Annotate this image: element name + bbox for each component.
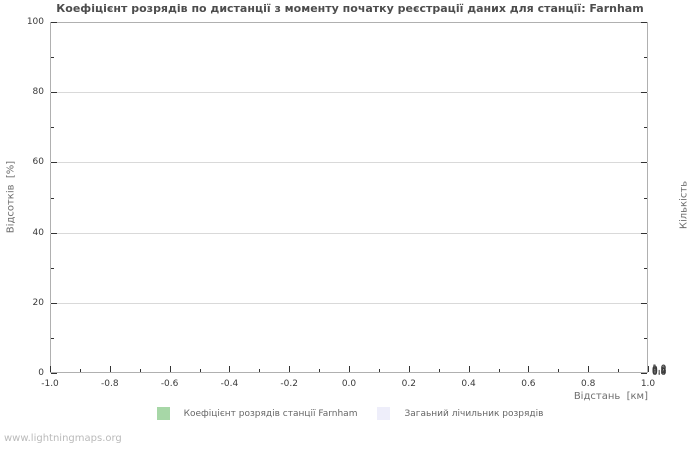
- y-tick-left: [51, 302, 57, 304]
- y-tick-left: [51, 127, 54, 129]
- y-axis-label-right: Кількість: [678, 180, 690, 230]
- y-tick-label-right: 0.6: [652, 365, 667, 376]
- x-tick-label: -0.4: [220, 379, 239, 389]
- y-axis-label-left: Відсотків [%]: [5, 160, 17, 234]
- x-tick: [229, 366, 231, 372]
- y-tick-right: [644, 337, 647, 339]
- x-tick: [289, 366, 291, 372]
- y-tick-left: [51, 22, 57, 23]
- y-tick-right: [644, 127, 647, 129]
- y-tick-right: [641, 162, 647, 164]
- y-tick-left: [51, 267, 54, 269]
- gridline: [50, 232, 648, 234]
- legend-swatch-green: [156, 407, 170, 420]
- x-tick: [618, 369, 620, 372]
- y-tick-label-left: 80: [32, 87, 44, 98]
- y-tick-label-right: 0.0: [652, 368, 667, 378]
- y-tick-right: [641, 373, 647, 374]
- y-tick-label-right: 0.4: [652, 366, 667, 377]
- x-tick-label: 0.4: [461, 379, 476, 389]
- x-tick-label: 0.6: [521, 379, 536, 389]
- y-tick-right: [641, 302, 647, 304]
- x-tick-label: 1.0: [640, 379, 656, 389]
- x-tick: [558, 369, 560, 372]
- y-tick-left: [51, 162, 57, 164]
- x-tick: [79, 369, 81, 372]
- y-tick-right: [644, 197, 647, 199]
- x-tick: [109, 366, 111, 372]
- x-tick: [349, 366, 350, 372]
- x-tick-label: -1.0: [41, 379, 59, 389]
- y-tick-left: [51, 57, 54, 59]
- x-tick: [378, 369, 380, 372]
- x-tick: [408, 366, 410, 372]
- legend-item-total-counter: Загаьний лічильник розрядів: [377, 407, 543, 420]
- x-tick: [259, 369, 261, 372]
- y-tick-left: [51, 197, 54, 199]
- y-tick-label-right: 0.8: [652, 365, 667, 376]
- gridline: [50, 92, 648, 94]
- y-tick-label-right: 0.2: [652, 367, 667, 378]
- y-tick-right: [644, 57, 647, 59]
- legend-label-total-counter: Загаьний лічильник розрядів: [404, 408, 544, 419]
- y-tick-label-left: 0: [38, 368, 44, 378]
- y-tick-left: [51, 232, 57, 234]
- y-tick-left: [51, 337, 54, 339]
- y-tick-label-right: 1.0: [652, 364, 667, 375]
- gridline: [50, 302, 648, 304]
- x-tick: [468, 366, 470, 372]
- plot-area: [50, 22, 648, 373]
- y-tick-label-left: 60: [32, 157, 44, 168]
- y-tick-left: [51, 92, 57, 94]
- x-tick-label: -0.8: [101, 379, 119, 389]
- x-tick: [588, 366, 590, 372]
- x-tick: [199, 369, 201, 372]
- x-tick: [169, 366, 171, 372]
- x-tick: [50, 366, 51, 372]
- x-tick: [498, 369, 500, 372]
- x-tick-label: 0.0: [341, 379, 357, 389]
- y-tick-right: [641, 92, 647, 94]
- y-tick-left: [51, 373, 57, 374]
- x-tick: [438, 369, 440, 372]
- y-tick-right: [644, 267, 647, 269]
- y-tick-right: [641, 232, 647, 234]
- watermark: www.lightningmaps.org: [4, 433, 122, 444]
- chart-title: Коефіцієнт розрядів по дистанції з момен…: [56, 2, 644, 15]
- x-tick-label: -0.6: [160, 379, 179, 389]
- legend: Коефіцієнт розрядів станції Farnham Зага…: [0, 407, 700, 420]
- gridline: [50, 162, 648, 164]
- y-tick-label-left: 20: [32, 297, 44, 308]
- legend-label-coefficient: Коефіцієнт розрядів станції Farnham: [183, 408, 358, 419]
- legend-item-coefficient: Коефіцієнт розрядів станції Farnham: [156, 407, 358, 420]
- y-tick-label-left: 100: [26, 17, 44, 27]
- x-tick: [139, 369, 141, 372]
- x-tick: [648, 366, 649, 372]
- y-tick-label-left: 40: [32, 227, 44, 238]
- x-tick-label: 0.8: [581, 379, 596, 389]
- x-axis-label: Відстань [км]: [573, 391, 648, 402]
- x-tick: [319, 369, 321, 372]
- x-tick: [528, 366, 530, 372]
- legend-swatch-lavender: [377, 407, 391, 420]
- y-tick-right: [641, 22, 647, 23]
- x-tick-label: -0.2: [280, 379, 298, 389]
- x-tick-label: 0.2: [401, 379, 416, 389]
